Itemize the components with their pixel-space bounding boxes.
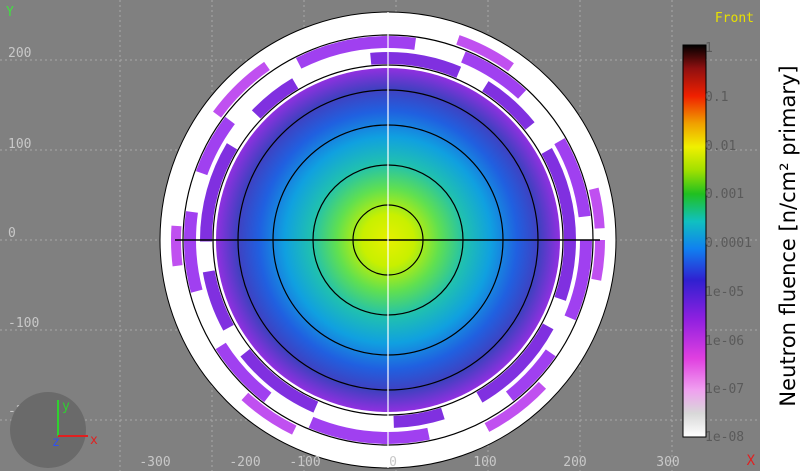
- colorbar: [682, 44, 707, 438]
- gizmo-y: y: [62, 399, 70, 414]
- x-axis-letter: X: [747, 453, 756, 469]
- colorbar-ticks: 1 0.1 0.01 0.001 0.0001 1e-05 1e-06 1e-0…: [705, 41, 752, 445]
- cb-tick: 1e-07: [705, 382, 744, 397]
- cb-tick: 1: [705, 41, 713, 56]
- x-tick: -300: [139, 455, 170, 470]
- x-tick: 100: [473, 455, 496, 470]
- cb-tick: 0.1: [705, 90, 728, 105]
- y-tick: 200: [8, 46, 31, 61]
- cb-tick: 0.001: [705, 187, 744, 202]
- view-label: Front: [715, 11, 754, 26]
- cb-tick: 1e-08: [705, 430, 744, 445]
- x-tick: 300: [656, 455, 679, 470]
- x-tick: 200: [563, 455, 586, 470]
- gizmo-x: x: [90, 433, 98, 448]
- y-tick: -100: [8, 316, 39, 331]
- cb-tick: 1e-06: [705, 334, 744, 349]
- geometry: [159, 11, 617, 469]
- y-tick: 0: [8, 226, 16, 241]
- x-tick: -200: [229, 455, 260, 470]
- cb-tick: 1e-05: [705, 285, 744, 300]
- colorbar-title: Neutron fluence [n/cm² primary]: [776, 65, 800, 406]
- x-tick: 0: [389, 455, 397, 470]
- axis-gizmo: y z x: [10, 392, 98, 468]
- gizmo-z: z: [52, 435, 60, 450]
- y-tick: 100: [8, 137, 31, 152]
- cb-tick: 0.01: [705, 139, 736, 154]
- cb-tick: 0.0001: [705, 236, 752, 251]
- y-axis-letter: Y: [6, 5, 14, 20]
- x-tick: -100: [289, 455, 320, 470]
